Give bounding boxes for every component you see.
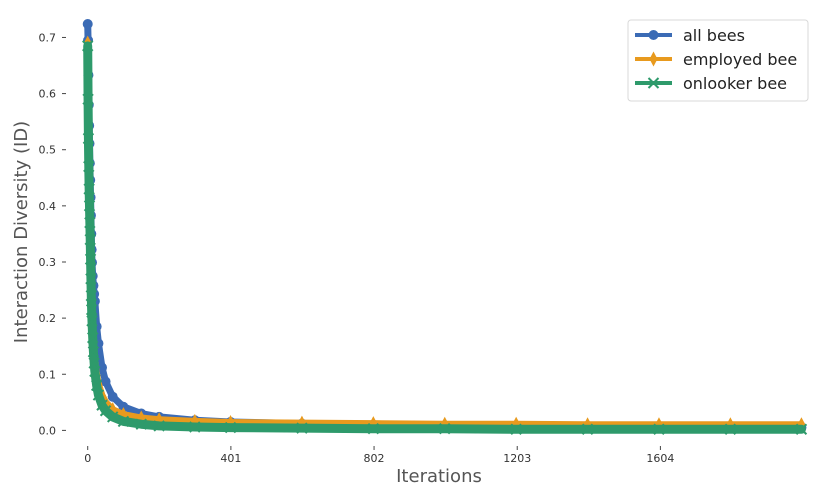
data-point bbox=[84, 233, 96, 246]
data-point bbox=[85, 303, 98, 316]
data-point bbox=[224, 421, 237, 434]
data-point bbox=[439, 422, 451, 435]
data-point bbox=[96, 399, 108, 411]
y-tick-label: 0.0 bbox=[39, 424, 57, 437]
legend: all bees employed bee onlooker bee bbox=[627, 19, 809, 102]
legend-item: onlooker bee bbox=[635, 74, 787, 93]
data-point bbox=[106, 411, 119, 423]
legend-item: employed bee bbox=[635, 50, 797, 69]
y-axis-ticks: 0.0 0.1 0.2 0.3 0.4 0.5 0.6 0.7 bbox=[39, 31, 66, 437]
data-point bbox=[117, 415, 130, 428]
series-line bbox=[83, 41, 806, 434]
series-onlooker-bee bbox=[82, 40, 808, 435]
data-point bbox=[107, 391, 118, 402]
data-point bbox=[83, 200, 96, 212]
y-tick-label: 0.4 bbox=[39, 200, 57, 213]
legend-label: employed bee bbox=[683, 50, 797, 69]
data-point bbox=[83, 183, 95, 195]
x-tick-label: 1604 bbox=[646, 452, 674, 465]
y-tick-label: 0.2 bbox=[39, 312, 57, 325]
y-axis-label: Interaction Diversity (ID) bbox=[11, 121, 32, 343]
data-point bbox=[153, 420, 165, 432]
legend-item: all bees bbox=[635, 26, 745, 45]
data-point bbox=[84, 216, 96, 229]
data-point bbox=[648, 30, 659, 40]
x-tick-label: 401 bbox=[220, 452, 241, 465]
data-point bbox=[649, 51, 658, 67]
data-point bbox=[96, 362, 107, 373]
legend-label: onlooker bee bbox=[683, 74, 787, 93]
data-point bbox=[87, 346, 100, 358]
data-point bbox=[367, 422, 380, 435]
data-point bbox=[82, 132, 95, 145]
legend-label: all bees bbox=[683, 26, 745, 45]
data-point bbox=[795, 423, 808, 435]
data-point bbox=[100, 376, 111, 387]
data-point bbox=[581, 423, 594, 435]
series-layer bbox=[82, 18, 808, 435]
data-point bbox=[296, 422, 308, 434]
data-point bbox=[83, 160, 95, 173]
data-point bbox=[135, 418, 147, 430]
data-point bbox=[85, 273, 97, 285]
data-point bbox=[510, 423, 522, 435]
data-point bbox=[118, 401, 129, 412]
y-tick-label: 0.3 bbox=[39, 256, 57, 269]
data-point bbox=[84, 253, 97, 265]
x-tick-label: 802 bbox=[364, 452, 385, 465]
data-point bbox=[189, 421, 201, 433]
y-tick-label: 0.6 bbox=[39, 88, 57, 101]
x-tick-label: 0 bbox=[84, 452, 91, 465]
y-tick-label: 0.1 bbox=[39, 368, 57, 381]
legend-box bbox=[627, 19, 809, 102]
y-tick-label: 0.7 bbox=[39, 31, 57, 44]
data-point bbox=[82, 18, 93, 29]
data-point bbox=[82, 40, 94, 52]
data-point bbox=[724, 423, 737, 435]
data-point bbox=[85, 289, 97, 302]
y-tick-label: 0.5 bbox=[39, 144, 57, 157]
data-point bbox=[86, 315, 98, 327]
data-point bbox=[82, 93, 94, 105]
data-point bbox=[87, 332, 99, 344]
x-tick-label: 1203 bbox=[503, 452, 531, 465]
data-point bbox=[90, 379, 103, 392]
data-point bbox=[647, 77, 660, 89]
x-axis-label: Iterations bbox=[396, 466, 482, 487]
data-point bbox=[653, 423, 665, 435]
data-point bbox=[89, 365, 101, 378]
x-axis-ticks: 0 401 802 1203 1604 bbox=[84, 446, 674, 465]
data-point bbox=[92, 389, 105, 401]
